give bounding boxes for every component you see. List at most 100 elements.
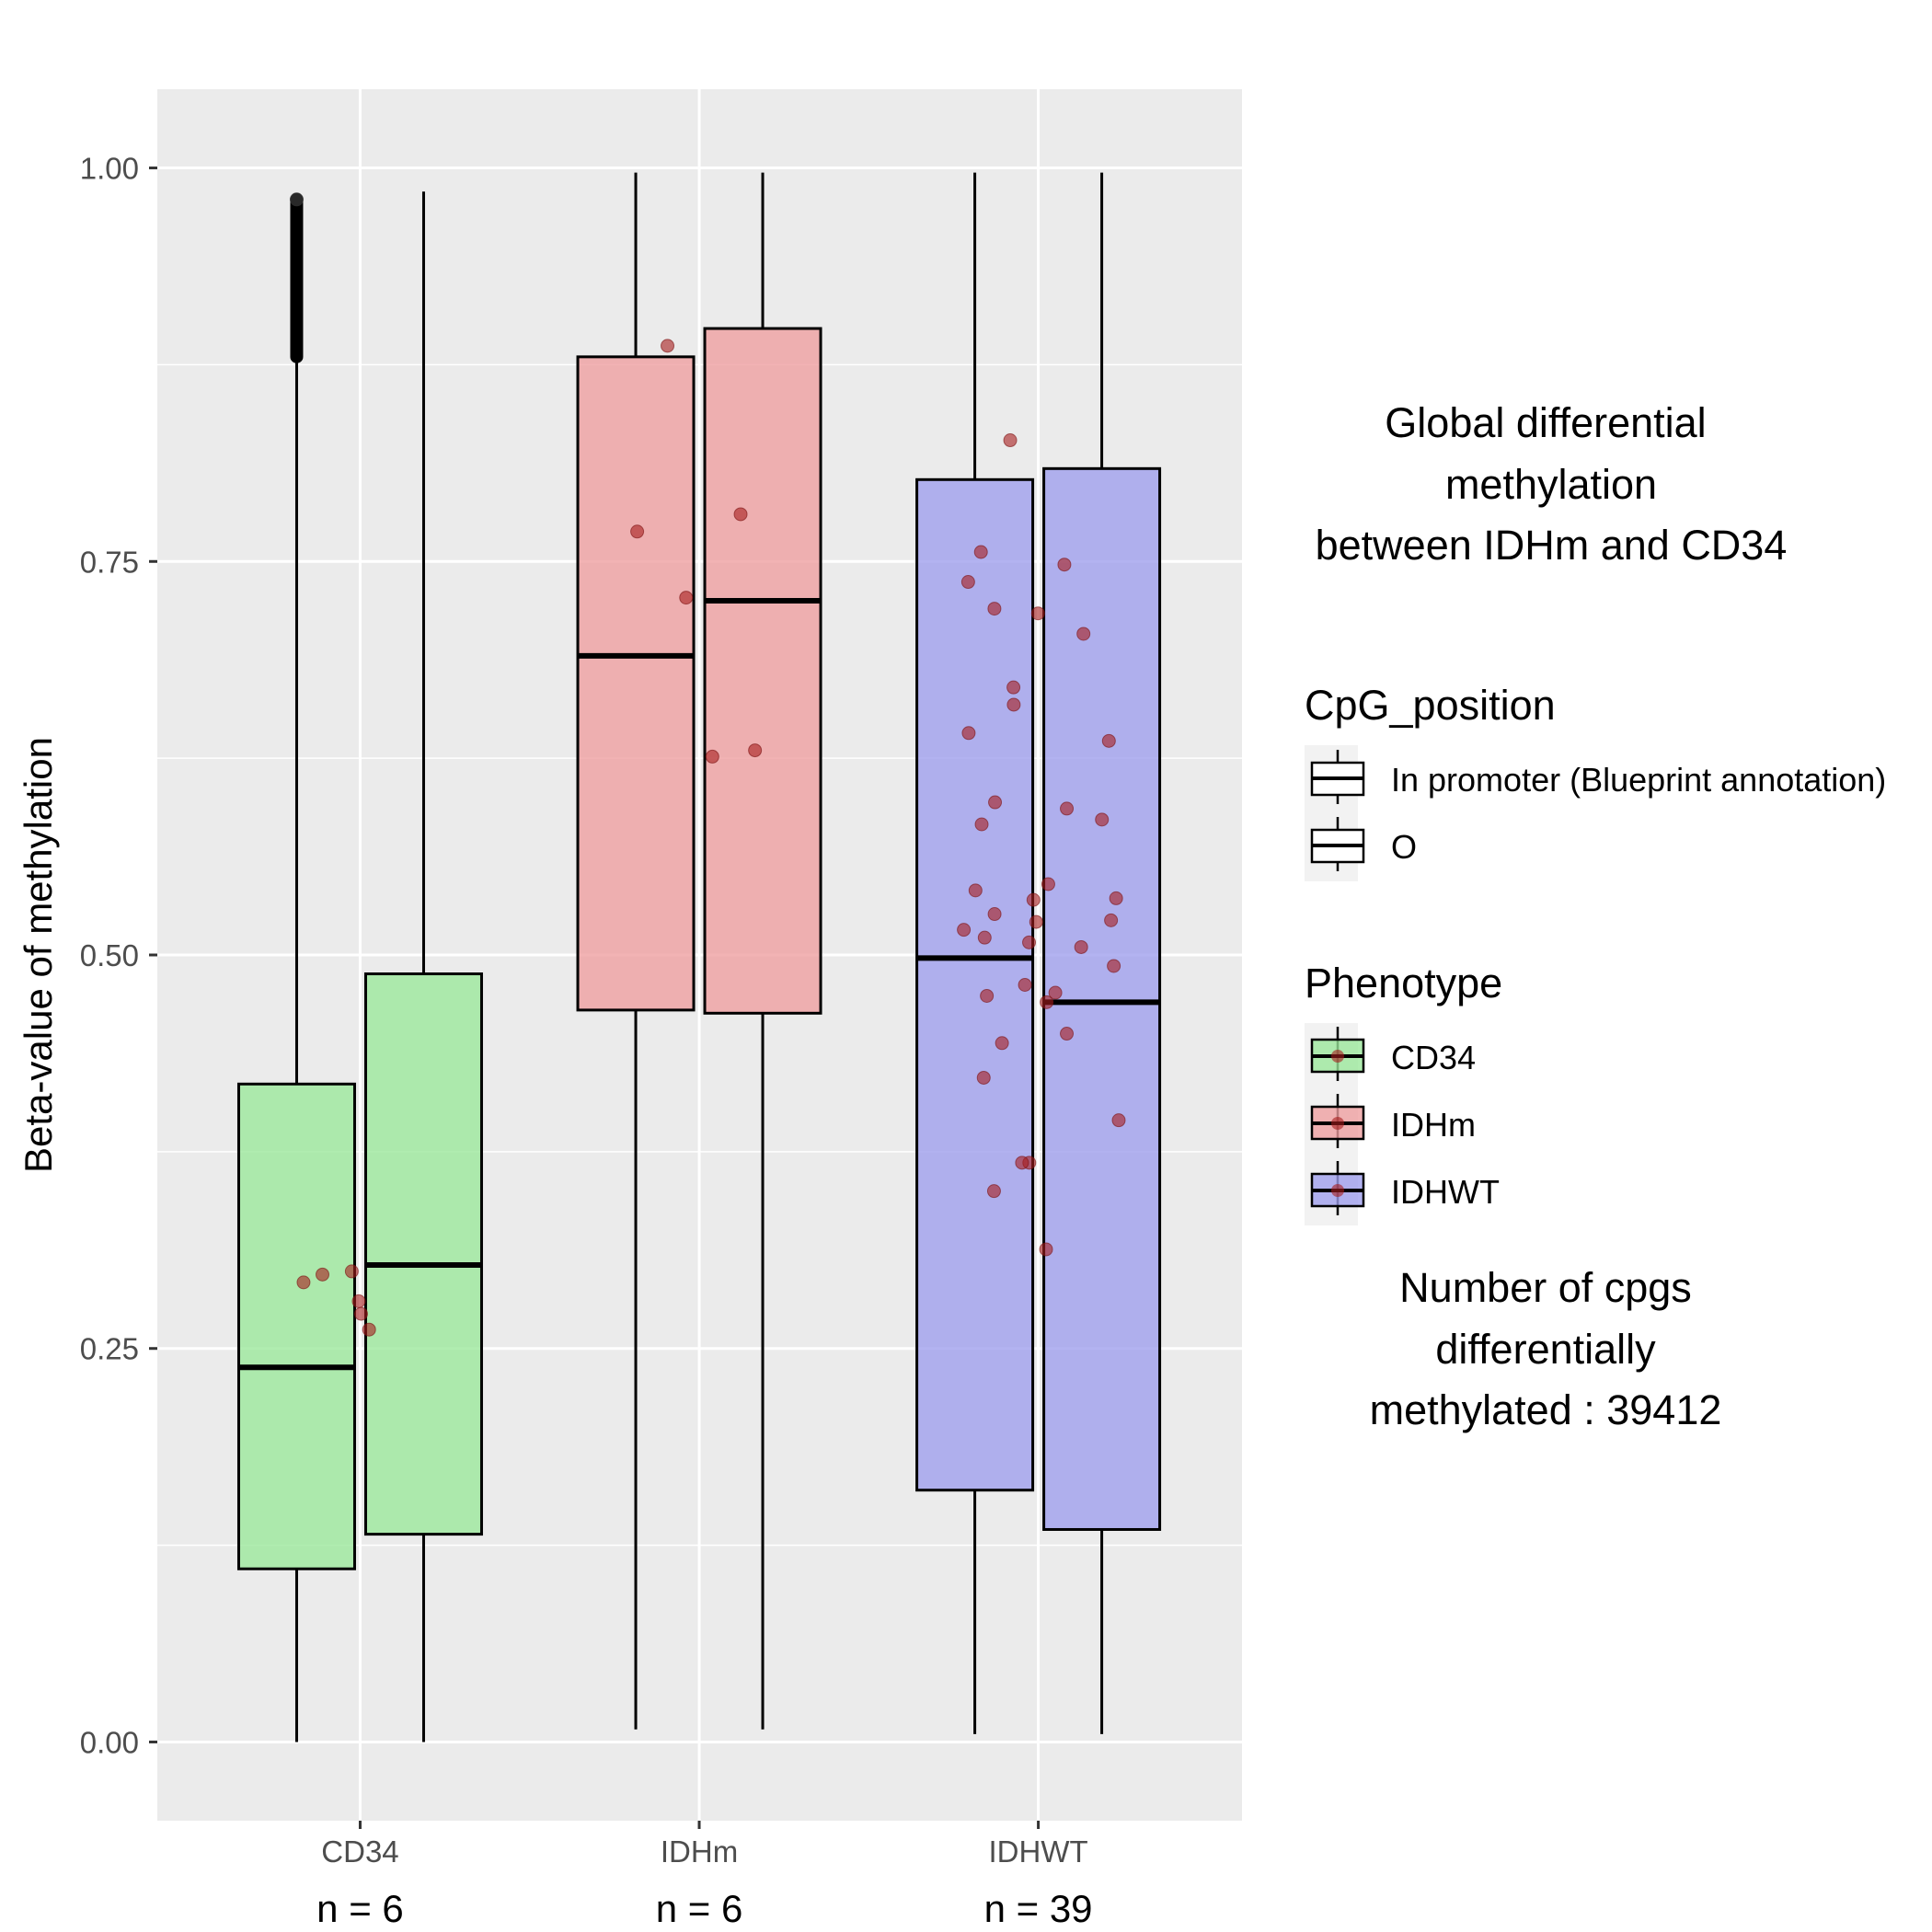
data-point xyxy=(1076,627,1091,641)
count-line-3: methylated : 39412 xyxy=(1370,1386,1722,1433)
data-point xyxy=(353,1306,368,1321)
cpg-key-o xyxy=(1310,817,1365,871)
data-point xyxy=(1039,1242,1053,1257)
count-line-1: Number of cpgs xyxy=(1399,1264,1692,1311)
phenotype-legend-label-idhwt: IDHWT xyxy=(1391,1173,1500,1211)
data-point xyxy=(986,1184,1001,1199)
y-tick-label: 0.00 xyxy=(80,1725,139,1759)
data-point xyxy=(733,507,748,522)
data-point xyxy=(987,602,1002,616)
data-point xyxy=(980,988,995,1003)
x-tick-label-idhm: IDHm xyxy=(661,1834,738,1869)
data-point xyxy=(705,749,719,764)
x-tick-label-idhwt: IDHWT xyxy=(989,1834,1088,1869)
boxplot-idhwt-o xyxy=(1042,172,1162,1734)
box-iqr xyxy=(236,1082,356,1570)
boxplot-cd34-o xyxy=(363,191,483,1742)
boxplots xyxy=(236,172,1162,1742)
box-iqr xyxy=(1042,466,1162,1531)
data-point xyxy=(961,726,976,741)
cpg-count-annotation: Number of cpgs differentially methylated… xyxy=(1370,1264,1722,1433)
data-point xyxy=(1029,914,1043,929)
data-point xyxy=(1041,877,1055,891)
data-point xyxy=(973,545,988,559)
data-point xyxy=(679,591,694,605)
boxplot-cd34-promoter xyxy=(236,192,356,1742)
key-point xyxy=(1331,1117,1344,1130)
n-label-cd34: n = 6 xyxy=(316,1887,404,1930)
data-point xyxy=(1022,935,1037,949)
data-point xyxy=(351,1294,366,1308)
phenotype-key-cd34 xyxy=(1310,1027,1365,1081)
x-axis: CD34 n = 6 IDHm n = 6 IDHWT n = 39 xyxy=(316,1821,1093,1930)
side-title: Global differential methylation between … xyxy=(1316,399,1788,569)
data-point xyxy=(1018,978,1032,993)
phenotype-legend-label-cd34: CD34 xyxy=(1391,1039,1476,1076)
data-point xyxy=(1074,939,1088,954)
data-point xyxy=(1107,959,1121,973)
y-tick-label: 1.00 xyxy=(80,152,139,186)
key-point xyxy=(1331,1050,1344,1063)
side-title-line-2: methylation xyxy=(1445,461,1657,508)
data-point xyxy=(296,1275,311,1290)
data-point xyxy=(1095,812,1110,827)
box-iqr xyxy=(703,327,822,1015)
x-tick-label-cd34: CD34 xyxy=(321,1834,398,1869)
cpg-legend-label-o: O xyxy=(1391,828,1417,866)
side-title-line-1: Global differential xyxy=(1385,399,1706,446)
phenotype-key-idhm xyxy=(1310,1094,1365,1148)
data-point xyxy=(1006,680,1021,695)
data-point xyxy=(1060,1027,1075,1041)
data-point xyxy=(976,1070,991,1085)
data-point xyxy=(1026,892,1041,907)
boxplot-idhm-o xyxy=(703,172,822,1730)
data-point xyxy=(1040,995,1054,1009)
data-point xyxy=(1109,891,1123,905)
data-point xyxy=(316,1267,330,1282)
data-point xyxy=(661,339,675,353)
jitter-points xyxy=(296,339,1126,1337)
phenotype-key-idhwt xyxy=(1310,1161,1365,1215)
side-title-line-3: between IDHm and CD34 xyxy=(1316,522,1788,569)
box-iqr xyxy=(576,355,696,1012)
cpg-legend-title: CpG_position xyxy=(1305,682,1556,729)
y-axis-title: Beta-value of methylation xyxy=(17,737,60,1173)
data-point xyxy=(630,524,645,539)
boxplot-idhm-promoter xyxy=(576,172,696,1730)
data-point xyxy=(1048,985,1063,1000)
data-point xyxy=(960,575,975,590)
data-point xyxy=(957,923,972,937)
phenotype-legend-title: Phenotype xyxy=(1305,960,1502,1006)
data-point xyxy=(987,907,1002,922)
data-point xyxy=(362,1322,376,1337)
phenotype-legend: Phenotype CD34 IDHm IDHWT xyxy=(1305,960,1502,1225)
data-point xyxy=(1003,433,1018,448)
data-point xyxy=(1111,1113,1126,1128)
key-point xyxy=(1331,1184,1344,1197)
box-iqr xyxy=(363,972,483,1536)
data-point xyxy=(1006,697,1021,712)
y-axis: 0.00 0.25 0.50 0.75 1.00 xyxy=(80,152,157,1759)
data-point xyxy=(968,883,983,898)
data-point xyxy=(748,743,763,758)
phenotype-legend-label-idhm: IDHm xyxy=(1391,1106,1476,1144)
data-point xyxy=(1101,733,1116,748)
cpg-key-promoter xyxy=(1310,750,1365,804)
data-point xyxy=(974,817,989,832)
data-point xyxy=(1015,1156,1029,1170)
y-tick-label: 0.75 xyxy=(80,545,139,579)
n-label-idhwt: n = 39 xyxy=(984,1887,1093,1930)
data-point xyxy=(1104,913,1119,927)
cpg-legend: CpG_position In promoter (Blueprint anno… xyxy=(1305,682,1886,881)
count-line-2: differentially xyxy=(1435,1326,1656,1373)
data-point xyxy=(1030,606,1045,621)
n-label-idhm: n = 6 xyxy=(656,1887,743,1930)
outlier-point xyxy=(289,192,304,207)
y-tick-label: 0.50 xyxy=(80,938,139,972)
box-iqr xyxy=(915,477,1035,1492)
data-point xyxy=(1057,558,1072,572)
cpg-legend-label-promoter: In promoter (Blueprint annotation) xyxy=(1391,761,1886,799)
y-tick-label: 0.25 xyxy=(80,1332,139,1366)
data-point xyxy=(344,1264,359,1279)
